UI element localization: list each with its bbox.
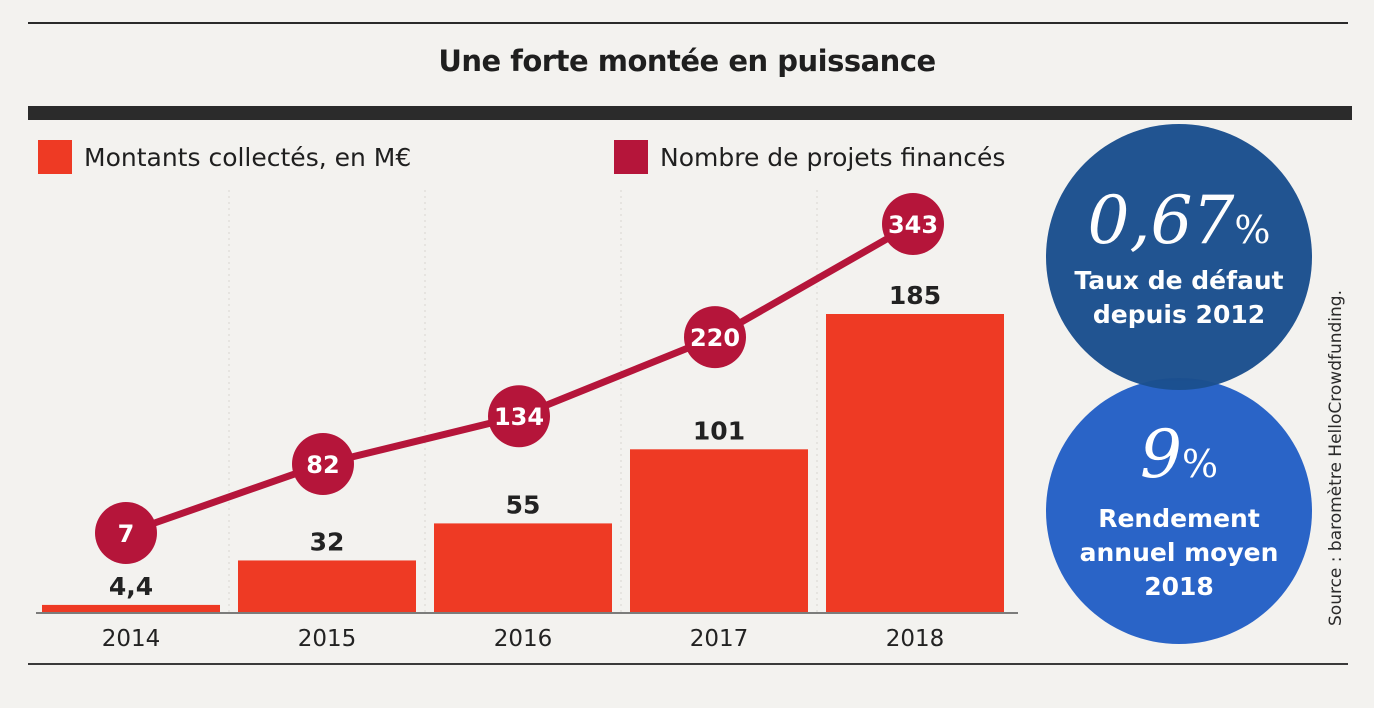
- legend-item-montants: Montants collectés, en M€: [38, 140, 411, 174]
- chart-title: Une forte montée en puissance: [438, 44, 936, 78]
- x-tick-2014: 2014: [102, 626, 161, 652]
- stat-label-defaut-2: depuis 2012: [1092, 300, 1266, 329]
- x-tick-2016: 2016: [494, 626, 553, 652]
- point-2016: [488, 385, 550, 448]
- bar-label-2017: 101: [693, 416, 745, 445]
- stat-value-defaut: 0,67%: [1087, 182, 1271, 259]
- point-label-2016: 134: [494, 403, 544, 431]
- point-label-2018: 343: [888, 211, 938, 239]
- stat-label-rendement-1: Rendement: [1098, 504, 1260, 533]
- bar-label-2015: 32: [310, 527, 345, 556]
- stat-bubble-defaut: 0,67% Taux de défaut depuis 2012: [1046, 124, 1312, 390]
- point-2014: [95, 502, 157, 564]
- point-label-2014: 7: [118, 520, 135, 548]
- source-note: Source : baromètre HelloCrowdfunding.: [1326, 290, 1346, 626]
- bar-2018: [826, 314, 1004, 612]
- point-label-2015: 82: [306, 451, 339, 479]
- legend-swatch-bar: [38, 140, 72, 174]
- stat-value-rendement: 9%: [1139, 416, 1219, 493]
- top-rule: [28, 22, 1348, 24]
- legend-label-montants: Montants collectés, en M€: [84, 142, 412, 172]
- bar-2016: [434, 523, 612, 612]
- stat-bubble-rendement: 9% Rendement annuel moyen 2018: [1046, 378, 1312, 644]
- x-tick-2015: 2015: [298, 626, 357, 652]
- point-2017: [684, 306, 746, 369]
- point-2015: [292, 433, 354, 496]
- point-label-2017: 220: [690, 324, 740, 352]
- x-tick-2018: 2018: [886, 626, 945, 652]
- bar-label-2016: 55: [506, 490, 541, 519]
- bottom-rule: [28, 663, 1348, 665]
- bar-2017: [630, 449, 808, 612]
- chart-plot: 4,4 2014 32 2015 55 2016 101 2017 185 2018 7 82 134 2…: [36, 190, 1018, 652]
- stat-label-rendement-2: annuel moyen: [1079, 538, 1279, 567]
- bar-2014: [42, 604, 220, 612]
- legend-swatch-line: [614, 140, 648, 174]
- title-divider: [28, 106, 1352, 120]
- bar-label-2014: 4,4: [109, 572, 153, 601]
- legend-item-projets: Nombre de projets financés: [614, 140, 1005, 174]
- point-2018: [882, 193, 944, 255]
- legend-label-projets: Nombre de projets financés: [660, 142, 1006, 172]
- bar-label-2018: 185: [889, 281, 941, 310]
- bar-2015: [238, 560, 416, 612]
- x-tick-2017: 2017: [690, 626, 749, 652]
- stat-label-defaut-1: Taux de défaut: [1074, 266, 1284, 295]
- stat-label-rendement-3: 2018: [1144, 572, 1214, 601]
